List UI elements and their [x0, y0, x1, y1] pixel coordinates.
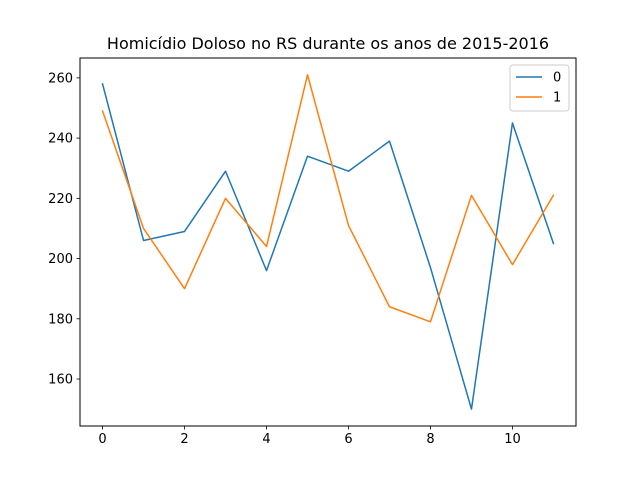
x-axis: 0 2 4 6 8 10	[98, 426, 521, 447]
series-line-1	[101, 74, 555, 323]
y-tick-label: 260	[48, 71, 73, 86]
legend-label-0: 0	[553, 71, 561, 86]
y-tick-label: 180	[48, 312, 73, 327]
plot-frame	[79, 57, 577, 427]
x-tick-label: 8	[426, 432, 434, 447]
x-tick-label: 10	[504, 432, 521, 447]
y-tick-label: 200	[48, 252, 73, 267]
y-tick-label: 220	[48, 192, 73, 207]
y-tick-label: 160	[48, 373, 73, 388]
x-tick-label: 4	[262, 432, 270, 447]
legend-label-1: 1	[553, 91, 561, 106]
y-axis: 160 180 200 220 240 260	[48, 71, 80, 388]
y-tick-label: 240	[48, 132, 73, 147]
legend: 01	[509, 64, 570, 112]
x-tick-label: 6	[344, 432, 352, 447]
series-line-0	[101, 82, 555, 410]
plot-lines	[101, 74, 555, 410]
x-tick-label: 0	[98, 432, 106, 447]
chart-title: Homicídio Doloso no RS durante os anos d…	[107, 34, 549, 53]
x-tick-label: 2	[180, 432, 188, 447]
